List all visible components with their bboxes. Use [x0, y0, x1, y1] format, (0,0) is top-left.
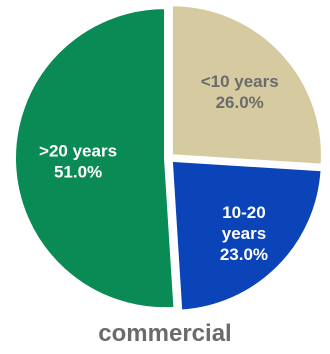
slice-category-label: years — [222, 224, 266, 243]
pie-slices — [14, 4, 323, 312]
slice-category-label: 10-20 — [222, 203, 265, 222]
chart-title: commercial — [98, 320, 231, 347]
pie-slice-10-20-years — [170, 159, 323, 312]
slice-label-10-years: <10 years 26.0% — [201, 72, 279, 112]
slice-value-label: 26.0% — [216, 93, 264, 112]
slice-label-10-20-years: 10-20 years 23.0% — [220, 203, 268, 264]
slice-category-label: <10 years — [201, 72, 279, 91]
slice-category-label: >20 years — [39, 141, 117, 160]
slice-value-label: 23.0% — [220, 245, 268, 264]
slice-value-label: 51.0% — [54, 162, 102, 181]
slice-labels: <10 years 26.0% 10-20 years 23.0% >20 years 51… — [39, 72, 279, 264]
slice-label-20-years: >20 years 51.0% — [39, 141, 117, 181]
pie-slice-10-years — [170, 4, 323, 166]
pie-slice-20-years — [14, 7, 176, 310]
